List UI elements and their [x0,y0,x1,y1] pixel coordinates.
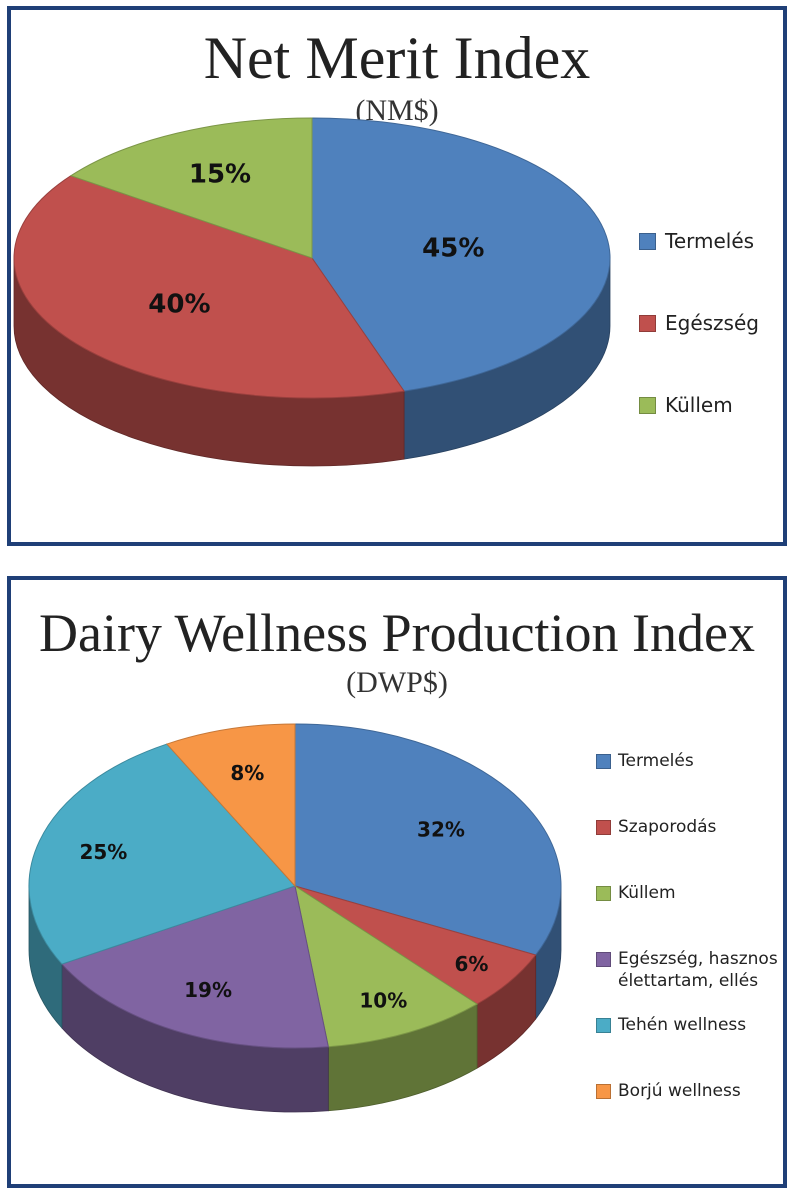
data-label-termeles: 45% [422,234,484,264]
legend-swatch [639,315,656,332]
legend-swatch [639,233,656,250]
legend-label: Szaporodás [618,817,717,837]
legend-label: Küllem [665,393,733,417]
legend-swatch [596,952,611,967]
legend-label: Egészség, hasznos élettartam, ellés [618,949,778,991]
data-label-egeszseg: 40% [148,289,210,319]
pie-side-walls [28,885,562,1113]
legend-label: Borjú wellness [618,1081,741,1101]
pie-slice-borju-wellness [165,723,296,888]
pie-slice-kullem [69,117,313,259]
pie-slice-egeszseg-hasznos-elettartam-elles [61,885,329,1049]
legend-swatch [596,886,611,901]
legend-label: Termelés [665,229,755,253]
data-label-egeszseg-hasznos-elettartam-elles: 19% [184,978,232,1002]
legend-swatch [596,754,611,769]
data-label-kullem: 15% [189,159,251,189]
pie-slice-kullem [294,884,479,1048]
chart-panel-dairy-wellness: Dairy Wellness Production Index (DWP$) 3… [7,576,787,1188]
pie-chart-net-merit: 45% 40% 15% [13,117,611,467]
pie-slice-egeszseg [13,175,405,399]
legend-label: Küllem [618,883,676,903]
pie-slice-termeles [294,723,562,956]
legend-label: Tehén wellness [618,1015,747,1035]
chart-subtitle: (DWP$) [346,666,448,699]
legend-swatch [639,397,656,414]
data-label-borju-wellness: 8% [230,761,264,785]
legend-swatch [596,1018,611,1033]
chart-title: Dairy Wellness Production Index [38,603,756,663]
data-label-szaporodas: 6% [454,952,488,976]
chart-title: Net Merit Index [203,25,591,91]
legend-swatch [596,820,611,835]
chart-panel-net-merit: Net Merit Index (NM$) 45% 40% 15% Termelés… [7,6,787,546]
data-label-kullem: 10% [359,988,407,1012]
legend-label: Egészség [665,311,759,335]
pie-slice-termeles [311,117,611,392]
pie-chart-dairy-wellness: 32% 6% 10% 19% 25% 8% [28,723,562,1113]
data-label-tehen-wellness: 25% [79,840,127,864]
legend-swatch [596,1084,611,1099]
pie-slice-tehen-wellness [28,743,296,965]
legend-label: Termelés [618,751,694,771]
data-label-termeles: 32% [417,818,465,842]
